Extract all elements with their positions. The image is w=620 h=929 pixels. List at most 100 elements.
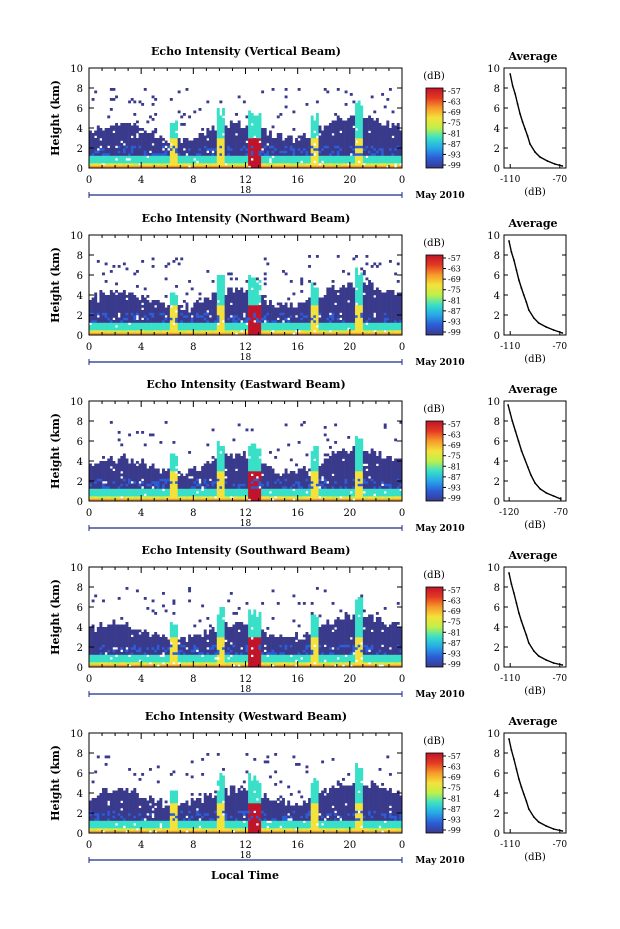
- heatmap-cell: [222, 158, 225, 161]
- heatmap-cell: [216, 315, 220, 318]
- heatmap-cell: [378, 300, 382, 303]
- heatmap-cell: [263, 135, 267, 139]
- heatmap-cell: [258, 143, 262, 146]
- heatmap-cell: [175, 491, 178, 494]
- heatmap-cell: [342, 145, 345, 149]
- heatmap-cell: [216, 302, 220, 306]
- heatmap-cell: [261, 165, 265, 169]
- heatmap-cell: [235, 145, 238, 149]
- heatmap-cell: [381, 135, 385, 139]
- heatmap-cell: [263, 302, 267, 306]
- heatmap-cell: [245, 330, 249, 333]
- heatmap-cell: [315, 320, 319, 323]
- heatmap-cell: [222, 150, 225, 154]
- heatmap-cell: [360, 287, 364, 291]
- heatmap-cell: [253, 327, 257, 331]
- heatmap-cell: [313, 317, 317, 321]
- heatmap-cell: [164, 307, 168, 311]
- heatmap-cell: [232, 160, 236, 164]
- heatmap-cell: [214, 165, 218, 169]
- heatmap-cell: [193, 163, 197, 166]
- heatmap-cell: [282, 165, 285, 169]
- heatmap-cell: [107, 468, 111, 472]
- heatmap-cell: [195, 322, 199, 326]
- heatmap-cell: [250, 277, 254, 281]
- heatmap-cell: [206, 466, 210, 469]
- heatmap-cell: [349, 327, 353, 331]
- heatmap-cell: [258, 312, 262, 316]
- heatmap-cell: [162, 138, 165, 141]
- heatmap-cell: [159, 320, 163, 323]
- heatmap-cell: [169, 468, 173, 472]
- heatmap-cell: [214, 458, 218, 462]
- heatmap-cell: [313, 322, 317, 326]
- heatmap-cell: [104, 322, 108, 326]
- heatmap-cell: [360, 113, 364, 116]
- heatmap-cell: [279, 327, 283, 331]
- heatmap-cell: [151, 312, 155, 316]
- heatmap-cell: [253, 310, 257, 313]
- heatmap-cell: [198, 153, 202, 156]
- heatmap-cell: [375, 297, 379, 301]
- heatmap-cell: [109, 165, 113, 169]
- heatmap-cell: [386, 130, 390, 134]
- heatmap-cell: [323, 145, 327, 149]
- heatmap-cell: [135, 312, 139, 316]
- heatmap-cell: [368, 282, 371, 286]
- heatmap-cell: [141, 128, 145, 131]
- heatmap-cell: [344, 332, 348, 336]
- heatmap-cell: [242, 138, 246, 141]
- heatmap-cell: [360, 302, 364, 306]
- heatmap-cell: [355, 165, 358, 169]
- heatmap-cell: [169, 483, 173, 487]
- heatmap-cell: [201, 476, 205, 479]
- heatmap-cell: [180, 148, 184, 151]
- heatmap-cell: [141, 150, 145, 154]
- heatmap-cell: [130, 486, 134, 489]
- heatmap-cell: [219, 148, 223, 151]
- heatmap-cell: [331, 148, 335, 151]
- heatmap-cell: [302, 330, 306, 333]
- heatmap-cell: [180, 322, 184, 326]
- heatmap-cell: [355, 325, 358, 328]
- heatmap-cell: [112, 476, 116, 479]
- heatmap-cell: [224, 145, 228, 149]
- heatmap-cell: [177, 145, 181, 149]
- heatmap-cell: [248, 128, 252, 131]
- heatmap-cell: [104, 327, 108, 331]
- heatmap-cell: [336, 332, 340, 336]
- heatmap-cell: [115, 295, 118, 298]
- heatmap-cell: [245, 310, 249, 313]
- heatmap-cell: [133, 307, 137, 311]
- heatmap-cell: [357, 300, 361, 303]
- heatmap-cell: [297, 155, 301, 159]
- heatmap-cell: [146, 491, 150, 494]
- heatmap-cell: [399, 143, 403, 146]
- heatmap-cell: [242, 100, 246, 104]
- heatmap-cell: [250, 282, 254, 286]
- heatmap-cell: [198, 165, 202, 169]
- heatmap-cell: [344, 160, 348, 164]
- heatmap-cell: [287, 138, 291, 141]
- heatmap-cell: [99, 305, 103, 308]
- heatmap-cell: [313, 290, 317, 293]
- heatmap-cell: [112, 133, 116, 136]
- heatmap-cell: [115, 468, 118, 472]
- heatmap-cell: [352, 118, 356, 121]
- heatmap-cell: [117, 317, 121, 321]
- heatmap-cell: [133, 140, 137, 144]
- heatmap-cell: [235, 327, 238, 331]
- heatmap-cell: [276, 160, 280, 164]
- average-x-tick-label: -110: [500, 342, 520, 352]
- heatmap-cell: [248, 292, 252, 296]
- heatmap-cell: [102, 148, 105, 151]
- heatmap-cell: [188, 158, 192, 161]
- heatmap-cell: [396, 322, 400, 326]
- heatmap-cell: [342, 310, 345, 313]
- heatmap-cell: [201, 160, 205, 164]
- heatmap-cell: [107, 483, 111, 487]
- heatmap-cell: [362, 148, 366, 151]
- heatmap-cell: [232, 315, 236, 318]
- heatmap-cell: [146, 317, 150, 321]
- heatmap-cell: [308, 163, 312, 166]
